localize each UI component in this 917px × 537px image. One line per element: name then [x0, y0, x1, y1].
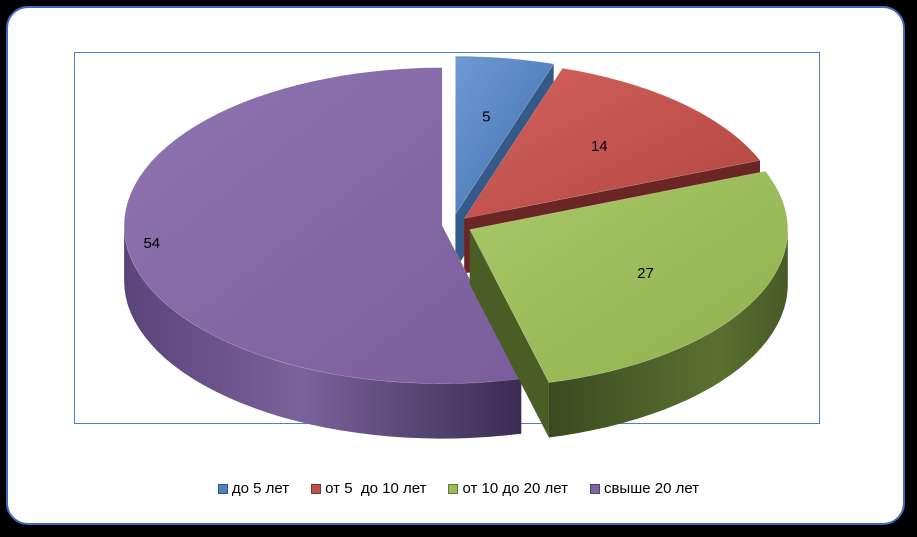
pie-slice-0-top: [455, 55, 555, 216]
legend-swatch-2: [448, 483, 459, 494]
data-label-0: 5: [482, 108, 490, 125]
legend-label-2: от 10 до 20 лет: [462, 480, 568, 497]
legend-item-0: до 5 лет: [217, 480, 290, 497]
pie-slice-2-top: [469, 170, 789, 383]
legend-item-2: от 10 до 20 лет: [448, 480, 568, 497]
legend: до 5 лет от 5 до 10 лет от 10 до 20 лет …: [0, 480, 917, 497]
pie-slice-3-top: [123, 67, 522, 384]
pie-slice-3: [123, 67, 522, 439]
legend-label-3: свыше 20 лет: [603, 480, 700, 497]
legend-label-0: до 5 лет: [231, 480, 290, 497]
legend-item-3: свыше 20 лет: [589, 480, 700, 497]
legend-item-1: от 5 до 10 лет: [311, 480, 426, 497]
legend-label-1: от 5 до 10 лет: [325, 480, 427, 497]
pie-slice-1-top: [463, 67, 761, 219]
legend-swatch-3: [589, 483, 600, 494]
legend-swatch-1: [311, 483, 322, 494]
legend-swatch-0: [217, 483, 228, 494]
pie-slice-2-wall-1: [469, 229, 549, 438]
data-label-3: 54: [143, 235, 160, 252]
pie-slice-2: [469, 170, 789, 438]
data-label-1: 14: [591, 138, 608, 155]
pie-slice-2-side: [548, 229, 788, 438]
data-label-2: 27: [637, 265, 654, 282]
pie-slice-3-side: [124, 225, 522, 439]
